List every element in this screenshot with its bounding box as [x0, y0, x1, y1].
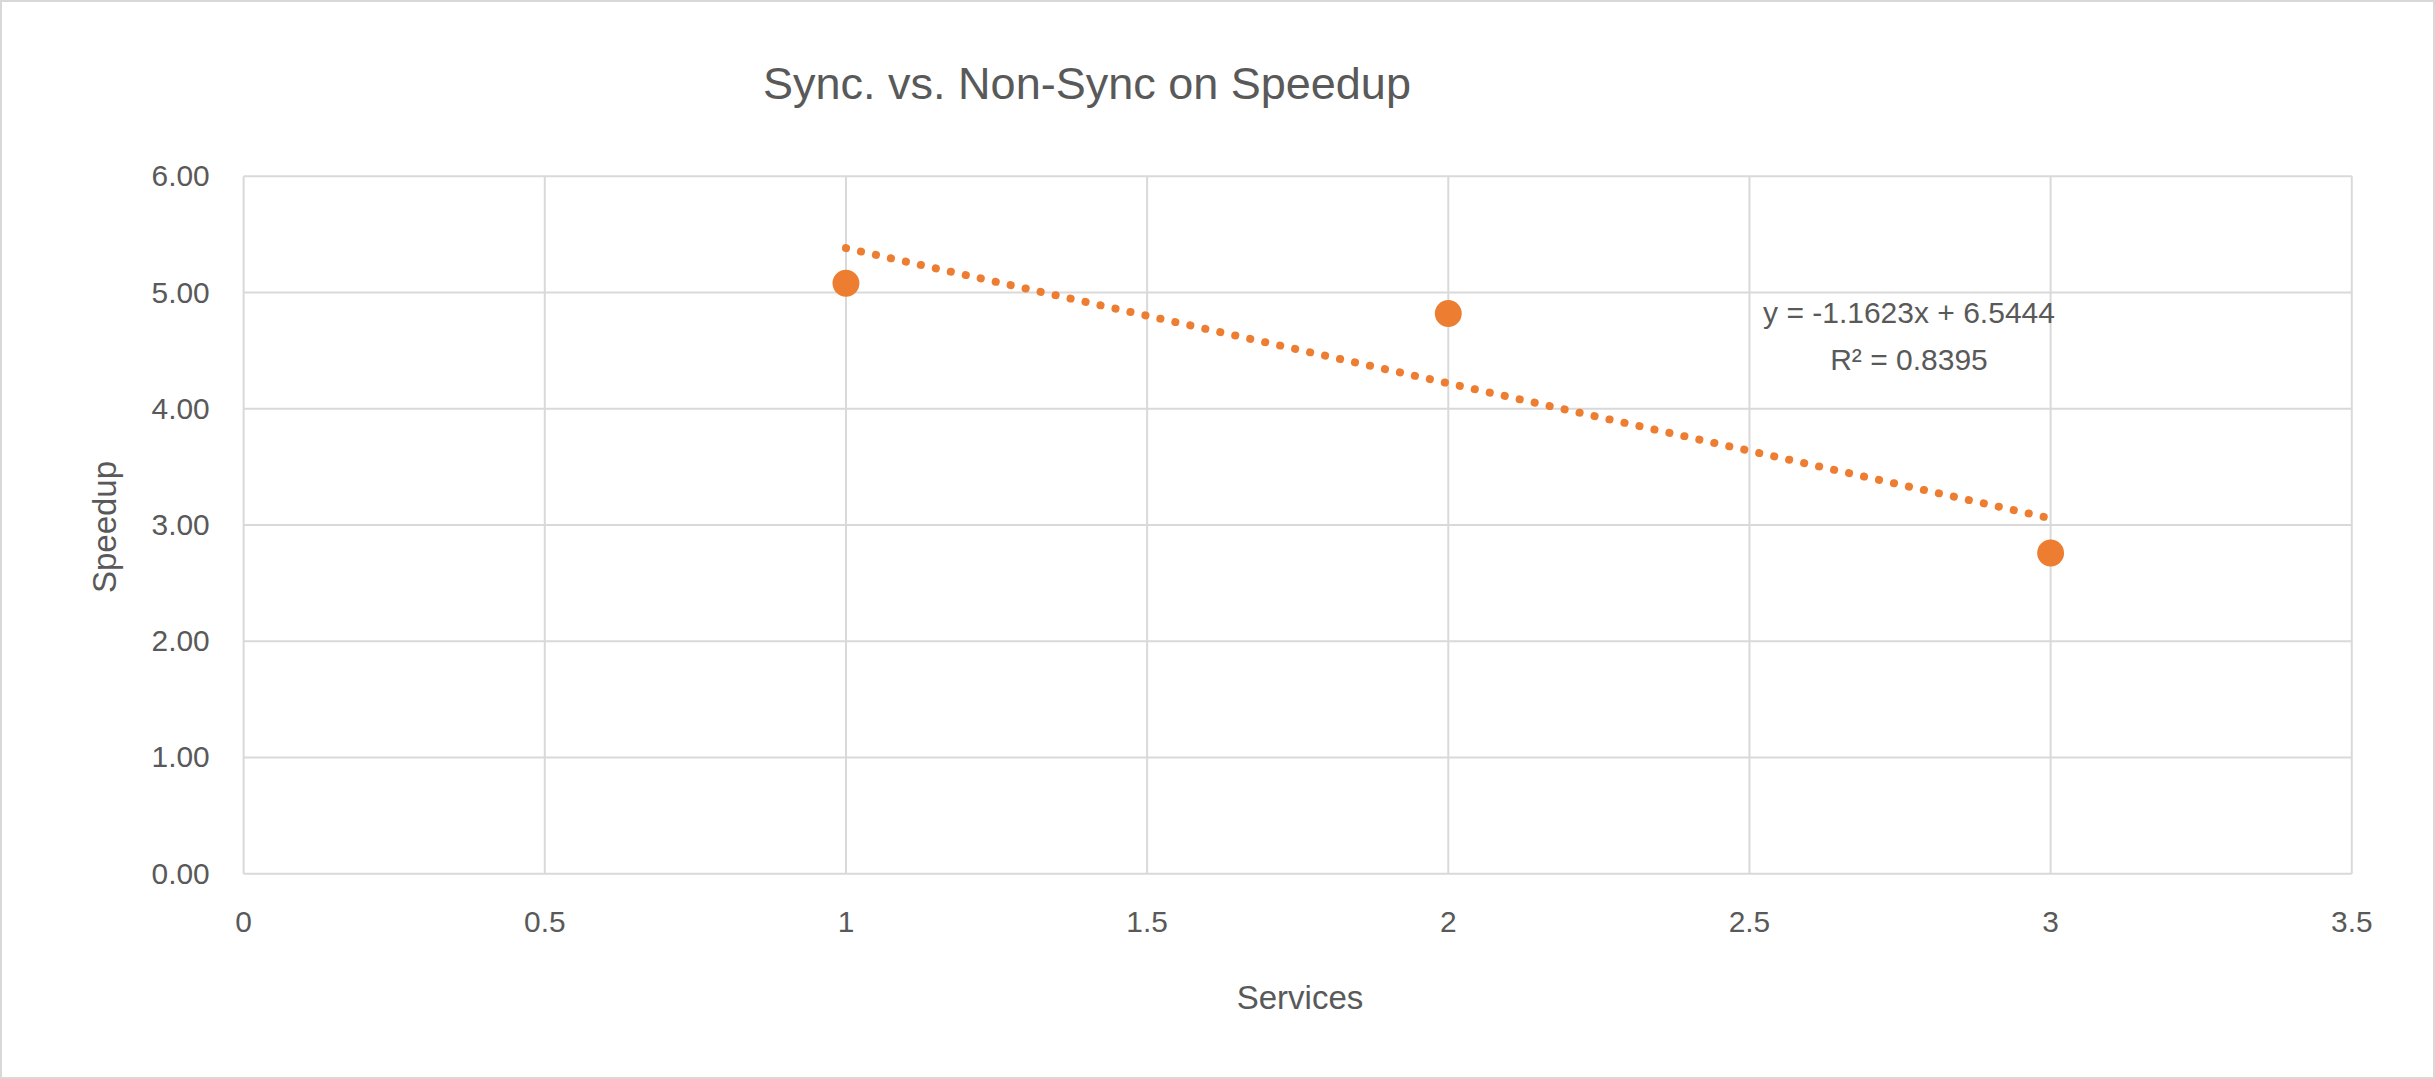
x-tick-label: 1 — [838, 905, 855, 938]
trendline-r2-label: R² = 0.8395 — [1763, 336, 2055, 383]
x-tick-label: 3.5 — [2331, 905, 2373, 938]
scatter-point — [1435, 300, 1462, 327]
y-tick-label: 5.00 — [152, 276, 210, 309]
plot-svg: 0.00 1.00 2.00 3.00 4.00 5.00 6.00 0 0.5 1 1.5 2 2.5… — [2, 2, 2433, 1077]
x-tick-label: 1.5 — [1126, 905, 1168, 938]
scatter-point — [833, 270, 860, 297]
x-tick-label: 2 — [1440, 905, 1457, 938]
y-tick-label: 6.00 — [152, 159, 210, 192]
y-tick-label: 0.00 — [152, 857, 210, 890]
x-tick-label: 2.5 — [1729, 905, 1771, 938]
trendline-annotation: y = -1.1623x + 6.5444 R² = 0.8395 — [1763, 289, 2055, 383]
x-axis-title: Services — [1237, 979, 1364, 1017]
x-tick-label: 0.5 — [524, 905, 566, 938]
y-tick-label: 4.00 — [152, 392, 210, 425]
y-tick-label: 1.00 — [152, 740, 210, 773]
x-tick-label: 0 — [235, 905, 252, 938]
trendline-equation-label: y = -1.1623x + 6.5444 — [1763, 289, 2055, 336]
chart-area: Sync. vs. Non-Sync on Speedup 0.001.002.… — [0, 0, 2435, 1079]
y-tick-label: 3.00 — [152, 508, 210, 541]
scatter-point — [2037, 540, 2064, 567]
y-axis-title: Speedup — [86, 461, 124, 593]
x-tick-label: 3 — [2042, 905, 2059, 938]
y-tick-label: 2.00 — [152, 624, 210, 657]
